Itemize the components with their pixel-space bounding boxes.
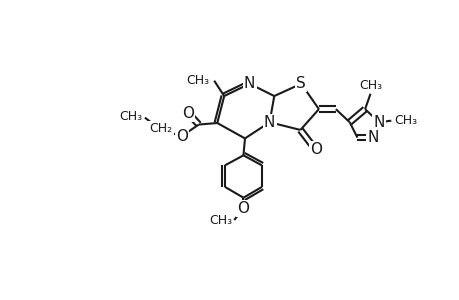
- Text: CH₃: CH₃: [208, 214, 231, 226]
- Text: O: O: [237, 201, 249, 216]
- Text: N: N: [372, 115, 384, 130]
- Text: O: O: [175, 129, 187, 144]
- Text: N: N: [263, 115, 275, 130]
- Text: S: S: [296, 76, 305, 91]
- Text: CH₃: CH₃: [119, 110, 142, 123]
- Text: CH₃: CH₃: [186, 74, 209, 87]
- Text: O: O: [182, 106, 194, 121]
- Text: CH₂: CH₂: [149, 122, 172, 135]
- Text: N: N: [366, 130, 378, 145]
- Text: CH₃: CH₃: [358, 79, 381, 92]
- Text: N: N: [243, 76, 255, 91]
- Text: O: O: [309, 142, 321, 158]
- Text: CH₃: CH₃: [393, 114, 417, 127]
